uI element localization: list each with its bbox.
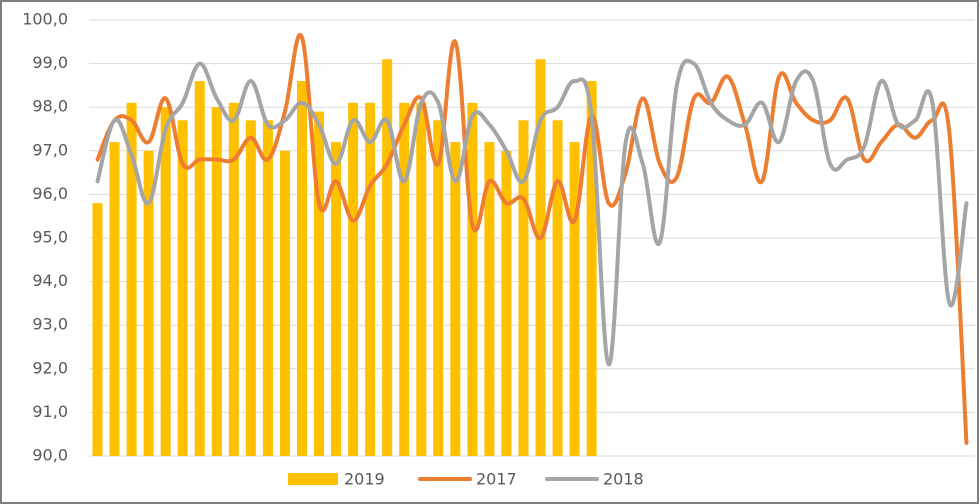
- y-tick-label: 99,0: [32, 53, 68, 72]
- legend-label: 2019: [344, 470, 385, 489]
- bar: [518, 120, 529, 456]
- bar: [177, 120, 188, 456]
- bar: [467, 102, 478, 456]
- y-tick-label: 96,0: [32, 184, 68, 203]
- bar: [211, 107, 222, 456]
- bar: [365, 102, 376, 456]
- bar: [348, 102, 359, 456]
- y-tick-label: 98,0: [32, 97, 68, 116]
- bar: [416, 102, 427, 456]
- bar: [194, 81, 205, 456]
- bar: [433, 120, 444, 456]
- y-tick-label: 90,0: [32, 446, 68, 465]
- bar: [126, 102, 137, 456]
- bar: [143, 150, 154, 457]
- bar: [552, 120, 563, 456]
- y-tick-label: 94,0: [32, 271, 68, 290]
- legend-label: 2018: [603, 470, 644, 489]
- legend-swatch: [288, 473, 338, 485]
- bar: [331, 142, 342, 456]
- line-series: [95, 32, 969, 445]
- bar: [399, 102, 410, 456]
- bar: [484, 142, 495, 456]
- y-tick-label: 93,0: [32, 315, 68, 334]
- bar: [450, 142, 461, 456]
- bar: [160, 107, 171, 456]
- bar: [501, 150, 512, 457]
- bar: [314, 111, 325, 456]
- bar: [279, 150, 290, 457]
- y-tick-label: 95,0: [32, 228, 68, 247]
- bar: [296, 81, 307, 456]
- y-tick-label: 100,0: [22, 10, 68, 29]
- bar: [109, 142, 120, 456]
- bar: [92, 203, 103, 456]
- line-series: [95, 58, 969, 367]
- bar: [535, 59, 546, 457]
- y-tick-label: 97,0: [32, 140, 68, 159]
- y-tick-label: 92,0: [32, 358, 68, 377]
- bar: [569, 142, 580, 456]
- legend-label: 2017: [476, 470, 517, 489]
- bar: [382, 59, 393, 457]
- bar: [228, 102, 239, 456]
- y-tick-label: 91,0: [32, 402, 68, 421]
- bar: [245, 120, 256, 456]
- bar: [586, 81, 597, 456]
- bar: [262, 120, 273, 456]
